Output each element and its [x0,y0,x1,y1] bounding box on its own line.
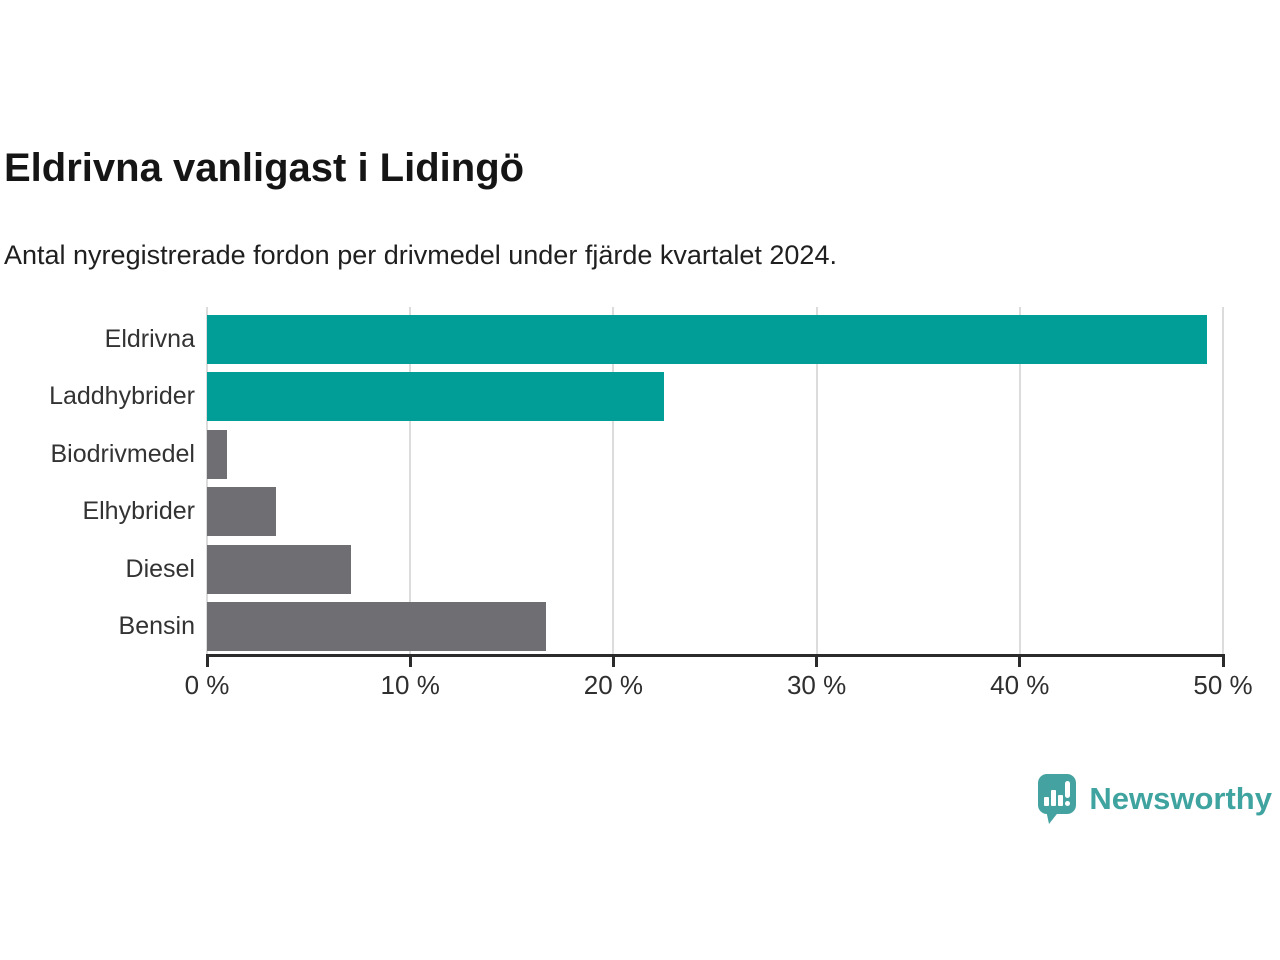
category-label: Diesel [125,554,195,583]
brand-footer: Newsworthy [1037,773,1272,825]
category-label: Eldrivna [104,325,195,353]
gridline-50 [1222,307,1224,656]
chart-subtitle: Antal nyregistrerade fordon per drivmede… [4,240,837,270]
x-tick-label: 10 % [380,670,440,700]
category-axis-labels: Eldrivna Laddhybrider Biodrivmedel Elhybrid… [0,307,195,656]
bar-eldrivna [207,315,1207,364]
bar-biodrivmedel [207,429,228,479]
plot-area [206,307,1224,656]
x-tick-label: 40 % [990,670,1050,700]
x-tick-label: 20 % [583,670,644,700]
brand-name: Newsworthy [1089,781,1272,816]
gridline-40 [1018,307,1021,656]
category-label: Biodrivmedel [50,439,195,468]
gridline-10 [409,307,412,656]
x-tick-label: 0 % [184,670,230,700]
gridline-30 [815,307,818,656]
bar-diesel [207,544,352,594]
gridline-20 [612,307,615,656]
x-tick-label: 30 % [786,670,847,700]
category-label: Elhybrider [82,497,195,526]
bar-bensin [207,602,547,651]
chart-title: Eldrivna vanligast i Lidingö [4,146,525,190]
x-tick-label: 50 % [1193,670,1253,700]
bar-laddhybrider [207,372,665,422]
category-label: Bensin [118,612,195,640]
gridline-0 [206,307,208,656]
category-label: Laddhybrider [49,382,195,411]
bar-elhybrider [207,487,277,537]
newsworthy-logo-icon [1037,773,1078,825]
